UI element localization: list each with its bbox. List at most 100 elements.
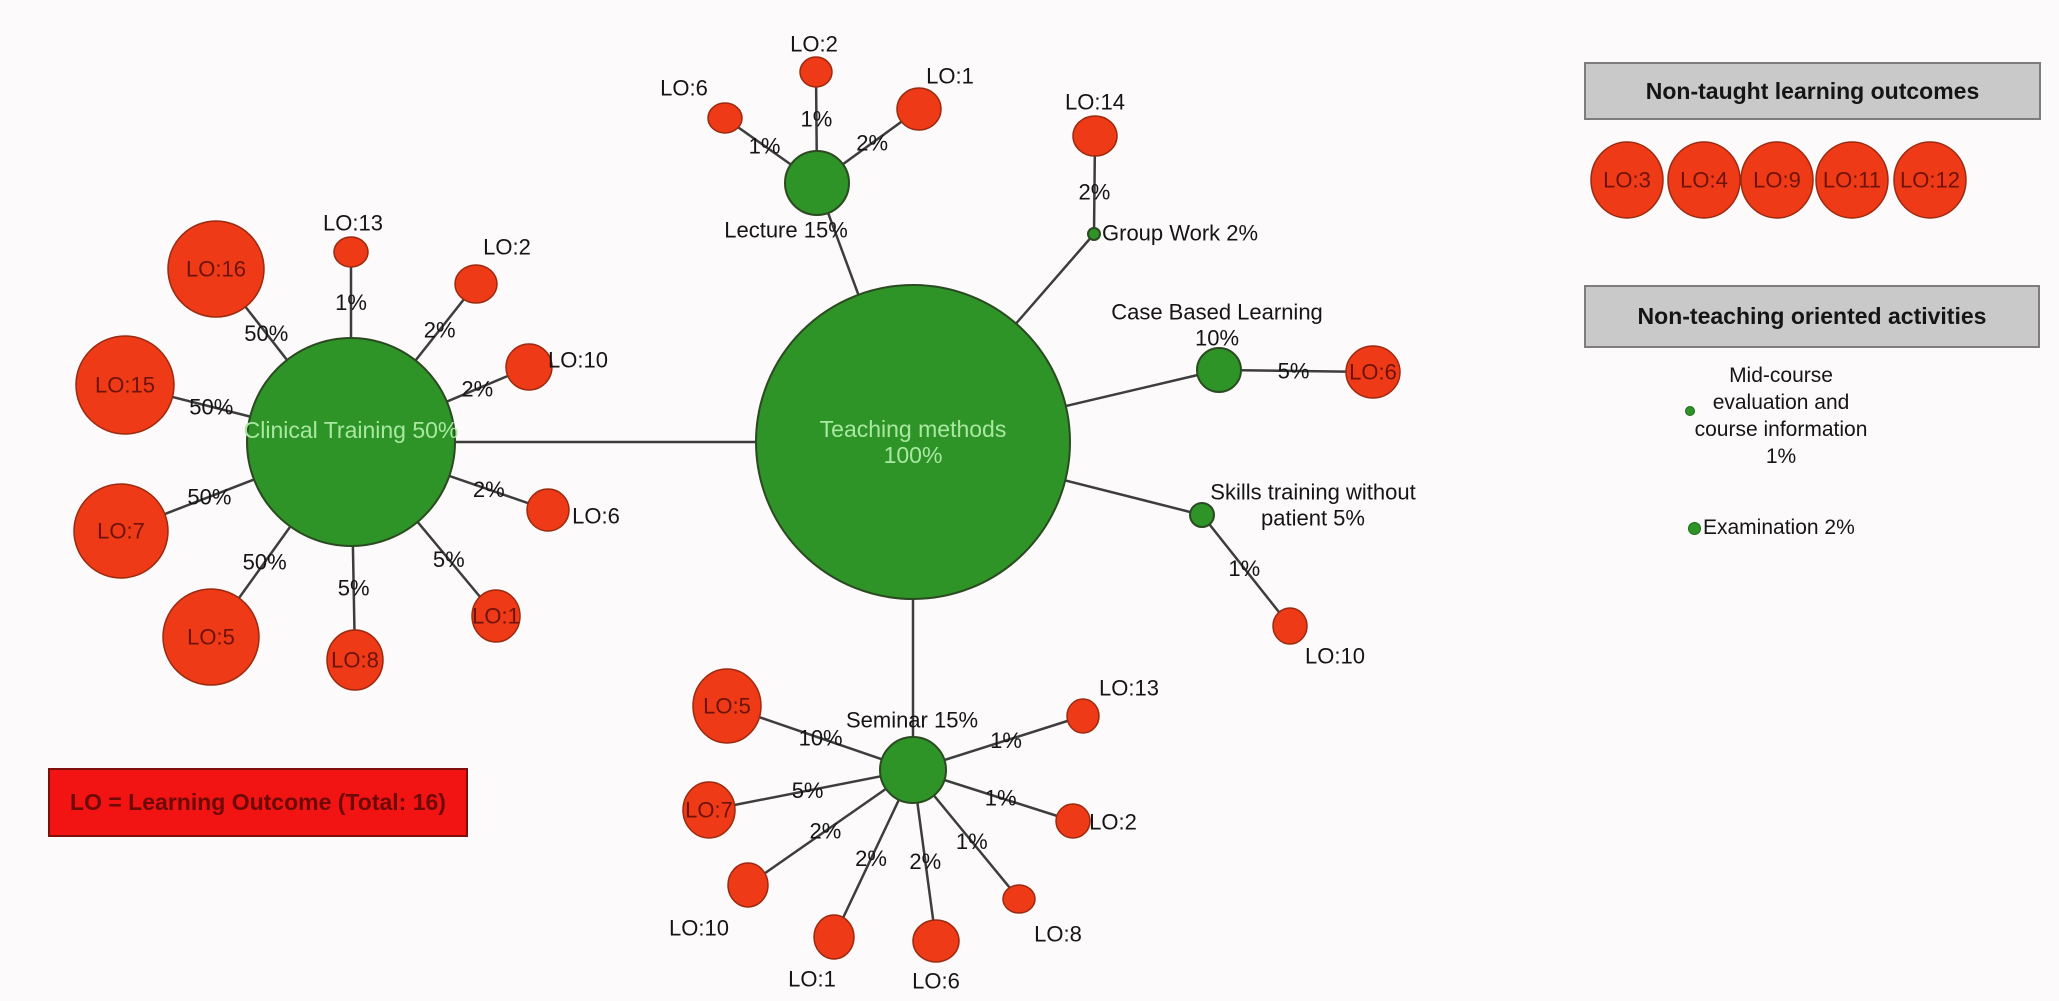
node-ct-lo2	[454, 264, 498, 304]
node-lec-lo6	[707, 102, 743, 134]
node-label-skills-1: patient 5%	[1261, 506, 1365, 531]
non-teaching-activities-header: Non-teaching oriented activities	[1584, 285, 2040, 348]
edge-label-seminar-sem-lo8: 1%	[956, 829, 988, 854]
edge-seminar-sem-lo7	[708, 768, 914, 812]
node-nt-lo9	[1740, 141, 1814, 219]
node-label-ct-lo13: LO:13	[323, 211, 383, 236]
node-sem-lo1	[813, 914, 855, 960]
node-sem-lo7	[682, 781, 736, 839]
node-ct-lo5	[162, 588, 260, 686]
edge-label-ct-ct-lo16: 50%	[244, 321, 288, 346]
node-lo14	[1072, 115, 1118, 157]
node-label-lec-lo2: LO:2	[790, 32, 838, 57]
edge-label-ct-ct-lo13: 1%	[335, 290, 367, 315]
edge-label-seminar-sem-lo2: 1%	[985, 785, 1017, 810]
node-label-sem-lo2: LO:2	[1089, 810, 1137, 835]
node-nt-lo4	[1667, 141, 1741, 219]
node-label-cbl-0: Case Based Learning	[1111, 300, 1323, 325]
midcourse-evaluation-label: Mid-course evaluation and course informa…	[1694, 364, 1868, 468]
edge-label-ct-ct-lo7: 50%	[187, 484, 231, 509]
edge-label-groupwork-lo14: 2%	[1079, 179, 1111, 204]
edge-label-ct-ct-lo1: 5%	[433, 547, 465, 572]
node-groupwork	[1087, 227, 1101, 241]
node-sk-lo10	[1272, 607, 1308, 645]
node-label-nt-lo12: LO:12	[1900, 168, 1960, 193]
node-label-ct-lo16: LO:16	[186, 257, 246, 282]
node-lecture	[784, 150, 850, 216]
node-sem-lo5	[692, 668, 762, 744]
non-taught-outcomes-header: Non-taught learning outcomes	[1584, 62, 2041, 120]
edge-label-ct-ct-lo2: 2%	[424, 317, 456, 342]
edge-label-seminar-sem-lo1: 2%	[855, 846, 887, 871]
edge-label-ct-ct-lo10: 2%	[461, 376, 493, 401]
node-nt-lo3	[1590, 141, 1664, 219]
node-label-nt-lo11: LO:11	[1823, 168, 1881, 193]
node-label-ct-lo6: LO:6	[572, 504, 620, 529]
edge-label-lecture-lec-lo1: 2%	[856, 130, 888, 155]
node-label-ct: Clinical Training 50%	[244, 417, 459, 443]
node-label-nt-lo4: LO:4	[1680, 168, 1728, 193]
edge-label-seminar-sem-lo7: 5%	[792, 778, 824, 803]
node-ct-lo7	[73, 483, 169, 579]
legend-box: LO = Learning Outcome (Total: 16)	[48, 768, 468, 837]
edge-skills-sk-lo10	[1201, 514, 1291, 627]
node-label-sem-lo8: LO:8	[1034, 922, 1082, 947]
node-label-sem-lo7: LO:7	[685, 798, 733, 823]
node-sem-lo10	[727, 862, 769, 908]
node-lec-lo1	[896, 87, 942, 131]
node-label-sk-lo10: LO:10	[1305, 644, 1365, 669]
node-ct-lo13	[333, 236, 369, 268]
node-tm	[755, 284, 1071, 600]
edge-label-ct-ct-lo5: 50%	[243, 550, 287, 575]
node-ct-lo15	[75, 335, 175, 435]
node-label-sem-lo5: LO:5	[703, 694, 751, 719]
node-label-skills-0: Skills training without	[1210, 480, 1415, 505]
node-label-ct-lo5: LO:5	[187, 625, 235, 650]
edge-label-seminar-sem-lo10: 2%	[810, 819, 842, 844]
legend-label: LO = Learning Outcome (Total: 16)	[70, 789, 446, 815]
node-label-ct-lo10: LO:10	[548, 348, 608, 373]
node-label-tm-0: Teaching methods	[820, 416, 1007, 442]
node-label-nt-lo9: LO:9	[1753, 168, 1801, 193]
node-label-sem-lo6: LO:6	[912, 969, 960, 994]
node-sem-lo2	[1055, 803, 1091, 839]
edge-label-ct-ct-lo6: 2%	[473, 477, 505, 502]
edge-label-lecture-lec-lo2: 1%	[801, 107, 833, 132]
node-label-ct-lo15: LO:15	[95, 373, 155, 398]
edge-label-ct-ct-lo8: 5%	[338, 575, 370, 600]
non-teaching-activities-title: Non-teaching oriented activities	[1637, 303, 1987, 329]
edge-label-seminar-sem-lo6: 2%	[909, 849, 941, 874]
node-label-lec-lo6: LO:6	[660, 76, 708, 101]
node-label-ct-lo7: LO:7	[97, 519, 145, 544]
node-label-cbl-lo6: LO:6	[1349, 360, 1397, 385]
node-label-lecture: Lecture 15%	[724, 218, 848, 243]
non-taught-outcomes-title: Non-taught learning outcomes	[1645, 77, 1980, 104]
node-skills	[1189, 502, 1215, 528]
examination-label: Examination 2%	[1703, 516, 1855, 539]
node-label-sem-lo13: LO:13	[1099, 676, 1159, 701]
node-label-seminar: Seminar 15%	[846, 708, 978, 733]
edge-label-cbl-cbl-lo6: 5%	[1278, 358, 1310, 383]
node-cbl	[1196, 347, 1242, 393]
midcourse-dot-icon	[1685, 406, 1695, 416]
node-label-lec-lo1: LO:1	[926, 64, 974, 89]
edge-label-lecture-lec-lo6: 1%	[749, 133, 781, 158]
node-label-cbl-1: 10%	[1195, 326, 1239, 351]
node-sem-lo6	[912, 919, 960, 963]
node-ct-lo16	[167, 220, 265, 318]
node-ct-lo10	[505, 343, 553, 391]
node-ct	[246, 337, 456, 547]
node-label-groupwork: Group Work 2%	[1102, 221, 1258, 246]
examination-dot-icon	[1688, 521, 1701, 535]
edge-label-ct-ct-lo15: 50%	[189, 394, 233, 419]
node-label-tm-1: 100%	[884, 442, 943, 468]
examination-item: Examination 2%	[1688, 516, 1855, 540]
node-ct-lo8	[326, 629, 384, 691]
node-label-nt-lo3: LO:3	[1603, 168, 1651, 193]
node-cbl-lo6	[1345, 345, 1401, 399]
node-label-sem-lo1: LO:1	[788, 967, 836, 992]
node-sem-lo8	[1002, 884, 1036, 914]
node-label-ct-lo8: LO:8	[331, 648, 379, 673]
